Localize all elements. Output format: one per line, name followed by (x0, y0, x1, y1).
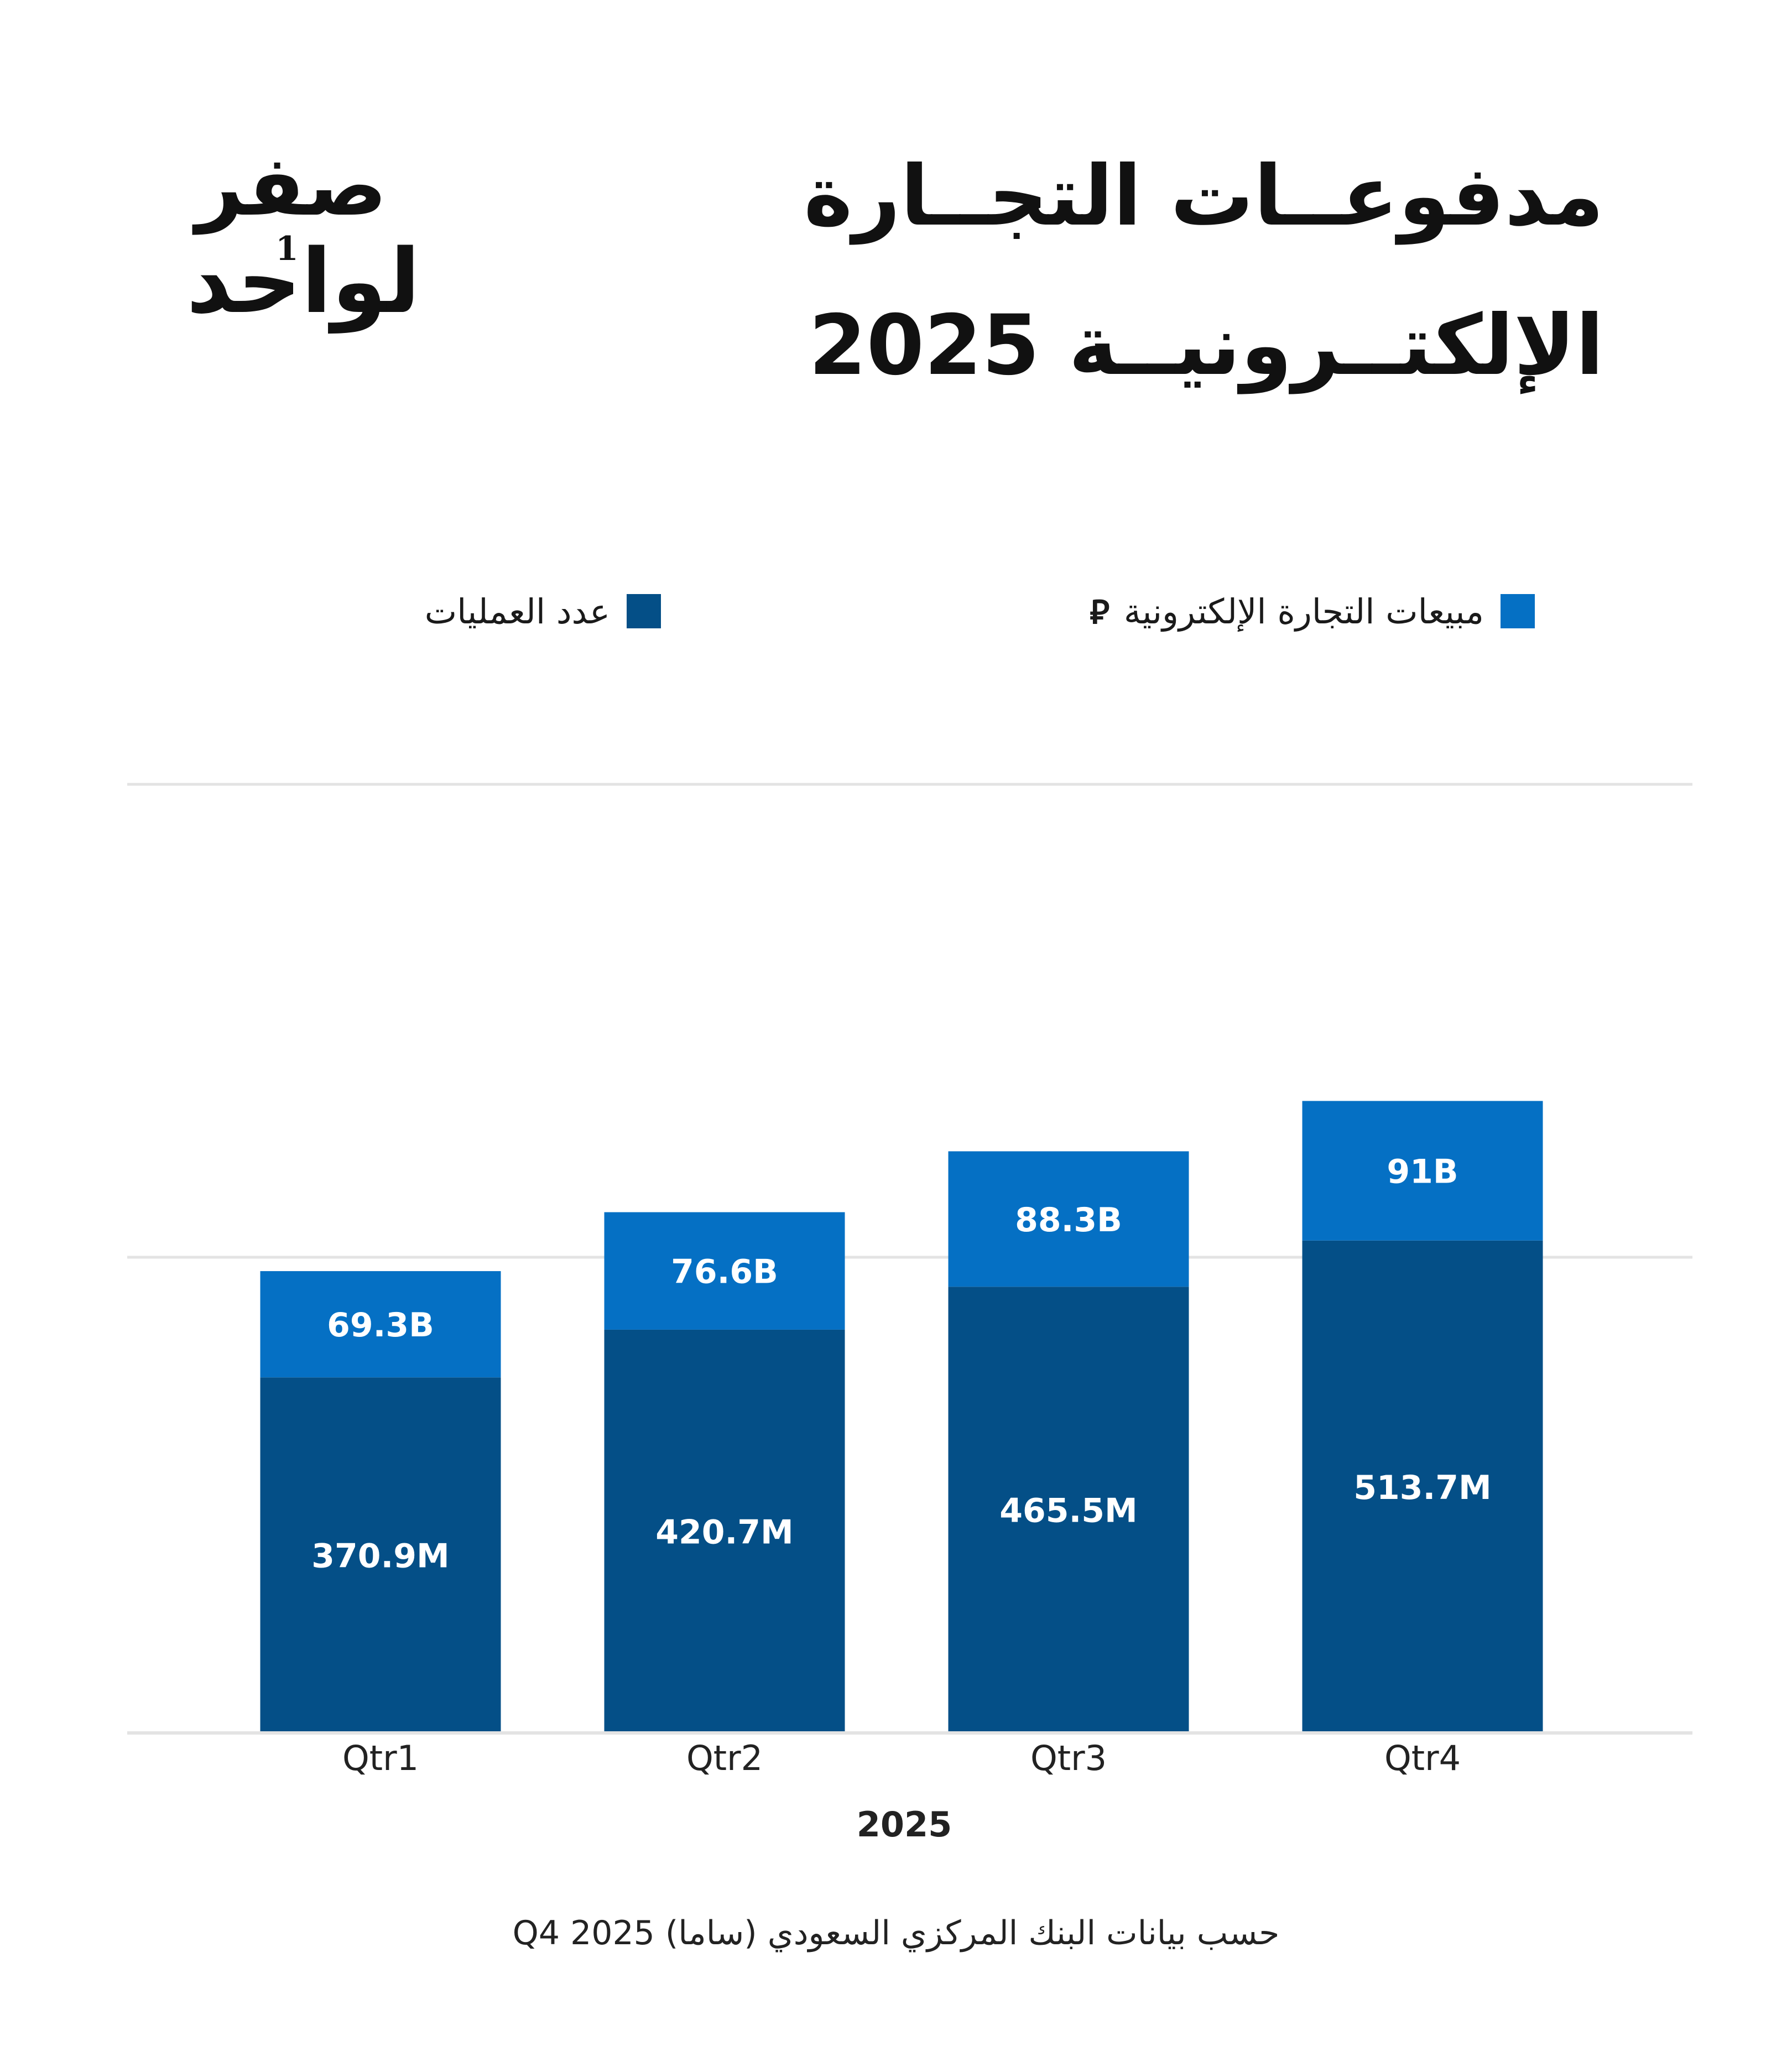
logo-word-bottom: لواحد (186, 230, 421, 333)
x-tick-label-qtr4: Qtr4 (1384, 1738, 1461, 1778)
data-label-count-qtr4: 513.7M (1353, 1469, 1492, 1507)
data-label-count-qtr3: 465.5M (999, 1492, 1138, 1530)
bar-sales-qtr1 (260, 1271, 501, 1378)
source-note: حسب بيانات البنك المركزي السعودي (ساما) … (512, 1914, 1280, 1953)
saudi-riyal-icon: ⃁ (1090, 593, 1109, 632)
legend-item-count: عدد العمليات (425, 589, 661, 633)
data-label-sales-qtr1: 69.3B (327, 1306, 434, 1345)
data-label-count-qtr1: 370.9M (311, 1537, 450, 1576)
logo-digit: 1 (275, 230, 299, 268)
legend-label-count: عدد العمليات (424, 591, 610, 632)
title-line-1: مدفوعــات التجــارة (804, 148, 1604, 244)
x-axis-title: 2025 (857, 1804, 952, 1845)
bar-count-qtr3 (948, 1287, 1189, 1733)
logo-word-top: صفر (195, 138, 387, 235)
bar-sales-qtr3 (948, 1151, 1189, 1287)
x-tick-label-qtr2: Qtr2 (686, 1738, 763, 1778)
data-label-sales-qtr4: 91B (1387, 1153, 1458, 1191)
legend-label-sales: مبيعات التجارة الإلكترونية (1123, 591, 1484, 632)
bar-count-qtr1 (260, 1377, 501, 1733)
legend-swatch-count (627, 594, 661, 628)
bar-count-qtr4 (1302, 1240, 1543, 1733)
data-label-sales-qtr3: 88.3B (1015, 1201, 1122, 1240)
data-label-count-qtr2: 420.7M (655, 1513, 794, 1552)
legend-item-sales: مبيعات التجارة الإلكترونية ⃁ (1090, 589, 1535, 633)
bar-sales-qtr2 (604, 1212, 845, 1330)
x-tick-label-qtr1: Qtr1 (342, 1738, 419, 1778)
bar-count-qtr2 (604, 1329, 845, 1733)
x-tick-label-qtr3: Qtr3 (1030, 1738, 1107, 1778)
legend-swatch-sales (1501, 594, 1535, 628)
page-title: مدفوعــات التجــارة الإلكتــرونيــة 2025 (553, 122, 1604, 420)
brand-logo: صفر لواحد 1 (111, 138, 421, 371)
title-line-2: الإلكتــرونيــة 2025 (809, 298, 1604, 394)
bar-sales-qtr4 (1302, 1101, 1543, 1241)
data-label-sales-qtr2: 76.6B (671, 1253, 778, 1292)
